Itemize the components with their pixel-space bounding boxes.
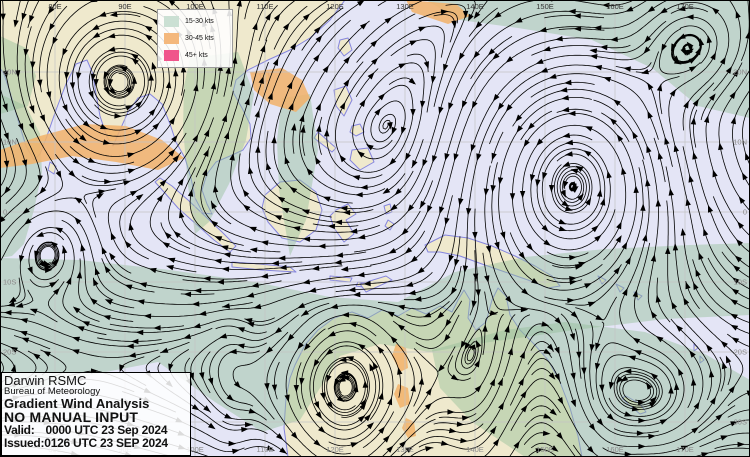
lon-label-top: 130E xyxy=(396,2,414,11)
lat-label-left: 10N xyxy=(3,138,17,147)
lon-label-top: 140E xyxy=(466,2,484,11)
issued-time-line: Issued:0126 UTC 23 SEP 2024 xyxy=(4,437,190,449)
legend: 15-30 kts 30-45 kts 45+ kts xyxy=(157,9,233,68)
graticule-labels: 80E80E90E90E100E100E110E110E120E120E130E… xyxy=(3,2,747,454)
green-region-left-strip xyxy=(0,94,42,258)
landmass-halmahera xyxy=(383,203,393,215)
valid-time-line: Valid: 0000 UTC 23 Sep 2024 xyxy=(4,424,190,436)
legend-item-15-30: 15-30 kts xyxy=(164,15,229,28)
lon-label-top: 110E xyxy=(257,2,274,11)
landmass-moluccas xyxy=(384,219,395,231)
analysis-info-box: Darwin RSMC Bureau of Meteorology Gradie… xyxy=(1,372,191,456)
green-region-west-borneo xyxy=(277,94,318,256)
lat-label-right: 0 xyxy=(743,208,747,217)
bureau-subtitle: Bureau of Meteorology xyxy=(4,386,101,398)
lon-label-top: 150E xyxy=(536,2,554,11)
legend-item-30-45: 30-45 kts xyxy=(164,32,229,45)
lon-label-top: 80E xyxy=(48,2,61,11)
lon-label-bottom: 120E xyxy=(326,445,344,454)
lon-label-top: 90E xyxy=(118,2,131,11)
lon-label-bottom: 170E xyxy=(676,445,694,454)
orange-region-east-australia-1 xyxy=(392,344,408,372)
orange-region-top-right-patch xyxy=(406,0,470,24)
lat-label-right: 10S xyxy=(734,278,747,287)
landmass-taiwan xyxy=(337,37,353,57)
lon-label-bottom: 150E xyxy=(536,445,554,454)
rsmc-title: Darwin RSMC xyxy=(4,373,87,388)
lat-label-right: 20N xyxy=(733,68,747,77)
lon-label-top: 100E xyxy=(186,2,204,11)
legend-label-45plus: 45+ kts xyxy=(185,52,208,59)
legend-item-45plus: 45+ kts xyxy=(164,49,229,62)
manual-input-note: NO MANUAL INPUT xyxy=(4,409,139,426)
legend-swatch-45plus xyxy=(164,50,179,61)
product-title: Gradient Wind Analysis xyxy=(4,395,150,411)
landmass-solomons-2 xyxy=(615,283,625,293)
lon-label-bottom: 130E xyxy=(396,445,414,454)
lon-label-top: 170E xyxy=(676,2,694,11)
issued-value: 0126 UTC 23 SEP 2024 xyxy=(44,435,168,450)
lon-label-bottom: 100E xyxy=(186,445,204,454)
lat-label-right: 30S xyxy=(734,418,747,427)
issued-label: Issued: xyxy=(4,435,45,450)
lat-label-left: 0 xyxy=(3,208,7,217)
lon-label-bottom: 160E xyxy=(606,445,624,454)
lat-label-right: 20S xyxy=(734,348,747,357)
landmass-sumatra xyxy=(154,177,237,253)
legend-swatch-30-45 xyxy=(164,33,179,44)
landmass-vanuatu-2 xyxy=(699,355,705,364)
orange-region-east-australia-2 xyxy=(394,384,410,408)
lon-label-top: 160E xyxy=(606,2,624,11)
lon-label-bottom: 110E xyxy=(257,445,274,454)
valid-value: 0000 UTC 23 Sep 2024 xyxy=(45,423,168,438)
legend-label-15-30: 15-30 kts xyxy=(185,18,214,25)
lat-label-left: 20N xyxy=(3,68,17,77)
lat-label-left: 10S xyxy=(3,278,16,287)
legend-swatch-15-30 xyxy=(164,16,179,27)
lon-label-bottom: 140E xyxy=(466,445,484,454)
landmass-mindanao xyxy=(349,147,375,171)
lat-label-left: 20S xyxy=(3,348,16,357)
lon-label-top: 120E xyxy=(326,2,344,11)
orange-region-bay-of-bengal-band xyxy=(0,124,184,170)
lat-label-right: 10N xyxy=(733,138,747,147)
legend-label-30-45: 30-45 kts xyxy=(185,35,214,42)
valid-label: Valid: xyxy=(4,423,35,438)
green-region-top-right-band xyxy=(426,0,750,118)
green-region-indochina-coast xyxy=(183,52,254,234)
